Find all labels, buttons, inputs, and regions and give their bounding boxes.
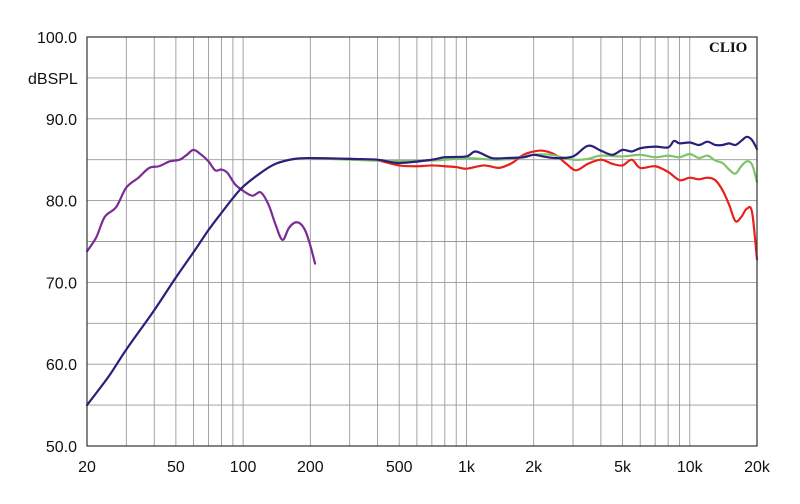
x-tick-label: 200 [297,459,324,476]
x-tick-label: 20k [744,459,771,476]
x-tick-label: 20 [78,459,96,476]
x-tick-label: 1k [458,459,476,476]
x-tick-label: 50 [167,459,185,476]
x-tick-label: 5k [614,459,632,476]
x-tick-label: 2k [525,459,543,476]
y-tick-label: 60.0 [46,357,77,374]
series-line-4 [85,135,759,407]
y-tick-label: 50.0 [46,439,77,456]
series-line-2 [309,149,759,261]
clio-watermark: CLIO [709,40,747,56]
x-tick-label: 500 [386,459,413,476]
grid [87,37,757,446]
y-tick-label: 100.0 [37,30,77,47]
series-line-1 [85,148,317,265]
y-axis-label: dBSPL [28,71,78,88]
y-tick-label: 90.0 [46,112,77,129]
y-tick-labels: 100.0 90.0 80.0 70.0 60.0 50.0 [37,30,77,456]
plot-frame [86,36,758,447]
x-tick-labels: 20 50 100 200 500 1k 2k 5k 10k 20k [78,459,771,476]
x-tick-label: 100 [230,459,257,476]
series-line-3 [309,152,759,183]
series-layer [85,135,759,407]
y-tick-label: 80.0 [46,194,77,211]
y-tick-label: 70.0 [46,275,77,292]
x-tick-label: 10k [677,459,704,476]
